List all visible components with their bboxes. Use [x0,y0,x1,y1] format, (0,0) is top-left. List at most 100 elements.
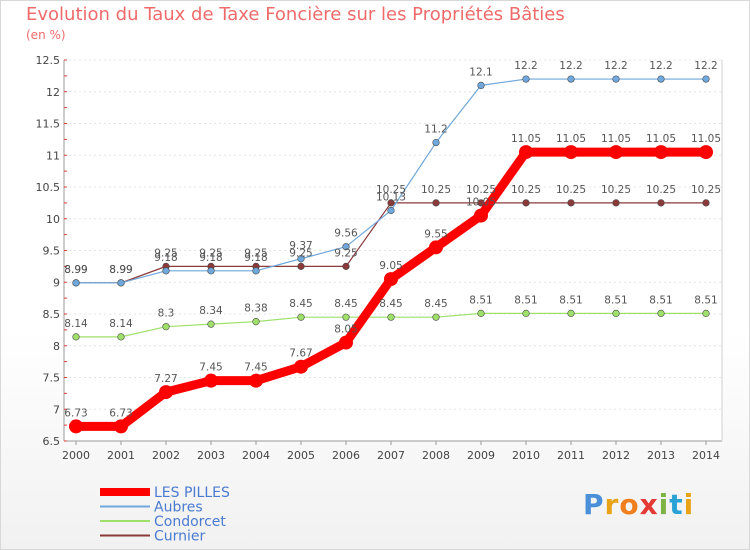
data-point [522,75,530,83]
data-point [702,75,710,83]
data-point [117,279,125,287]
data-label: 8.05 [334,324,357,336]
legend-label: LES PILLES [154,485,230,501]
x-tick-label: 2008 [422,449,450,462]
data-label: 6.73 [109,407,132,419]
data-label: 9.56 [334,228,358,240]
data-point [384,272,398,287]
data-point [612,309,620,317]
data-point [657,75,665,83]
data-label: 10.13 [376,191,406,203]
data-point [162,323,170,331]
x-tick-label: 2009 [467,449,495,462]
data-point [702,309,710,317]
data-label: 9.37 [289,240,312,252]
data-label: 10.25 [646,184,676,196]
x-tick-label: 2005 [287,449,315,462]
x-tick-label: 2001 [107,449,135,462]
data-label: 12.2 [559,60,582,72]
data-label: 9.18 [244,252,267,264]
data-label: 8.99 [109,264,132,276]
data-point [342,262,350,270]
legend-label: Condorcet [154,514,226,530]
data-point [519,145,533,160]
data-label: 8.34 [199,305,223,317]
data-label: 11.05 [556,133,586,145]
x-tick-label: 2002 [152,449,180,462]
data-point [564,145,578,160]
data-point [432,313,440,321]
data-point [114,419,128,434]
data-label: 8.99 [64,264,87,276]
data-point [612,199,620,207]
data-label: 11.05 [601,133,631,145]
data-label: 12.2 [694,60,717,72]
x-tick-label: 2013 [647,449,675,462]
data-label: 11.2 [424,124,447,136]
data-label: 12.2 [514,60,537,72]
data-point [207,320,215,328]
data-label: 10.25 [691,184,721,196]
data-label: 9.05 [379,260,402,272]
data-label: 9.18 [199,252,222,264]
data-label: 8.51 [514,294,537,306]
y-tick-label: 10.5 [36,181,61,194]
x-tick-label: 2003 [197,449,225,462]
data-point [702,199,710,207]
y-tick-label: 6.5 [43,435,61,448]
data-point [387,313,395,321]
y-tick-label: 9.5 [43,245,61,258]
proxiti-logo: Proxiti [583,488,695,521]
data-point [117,333,125,341]
data-point [654,145,668,160]
data-point [477,199,485,207]
data-point [297,255,305,263]
data-label: 7.27 [154,373,177,385]
data-label: 10.25 [511,184,541,196]
data-label: 10.25 [421,184,451,196]
data-label: 8.45 [289,298,312,310]
data-label: 7.45 [244,362,267,374]
data-label: 8.51 [559,294,582,306]
data-label: 9.25 [154,247,177,259]
data-point [252,318,260,326]
data-point [294,359,308,374]
legend-label: Curnier [154,529,206,545]
data-point [387,206,395,215]
data-point [204,373,218,388]
data-point [162,267,170,275]
y-tick-label: 8 [53,340,60,353]
data-label: 8.99 [64,264,87,276]
data-label: 8.51 [469,294,492,306]
x-tick-label: 2006 [332,449,360,462]
data-label: 8.45 [424,298,447,310]
data-point [342,243,350,251]
data-point [339,335,353,350]
y-tick-label: 12.5 [36,54,61,67]
data-point [72,279,80,287]
data-label: 10.05 [466,197,496,209]
data-label: 12.1 [469,66,492,78]
data-point [432,199,440,207]
y-tick-label: 11 [46,149,60,162]
data-label: 9.25 [334,247,357,259]
plot-area [64,60,722,441]
data-label: 6.73 [64,407,87,419]
data-point [207,267,215,275]
data-label: 11.05 [511,133,541,145]
data-point [297,313,305,321]
data-label: 8.51 [649,294,672,306]
data-point [297,262,305,270]
data-point [477,81,485,89]
data-label: 7.45 [199,362,222,374]
data-point [159,385,173,400]
data-point [429,240,443,255]
data-label: 7.67 [289,348,312,360]
data-point [522,199,530,207]
data-point [609,145,623,160]
data-label: 9.18 [154,252,177,264]
data-label: 10.25 [466,184,496,196]
data-label: 8.3 [158,308,175,320]
data-label: 8.14 [109,318,133,330]
data-point [522,309,530,317]
